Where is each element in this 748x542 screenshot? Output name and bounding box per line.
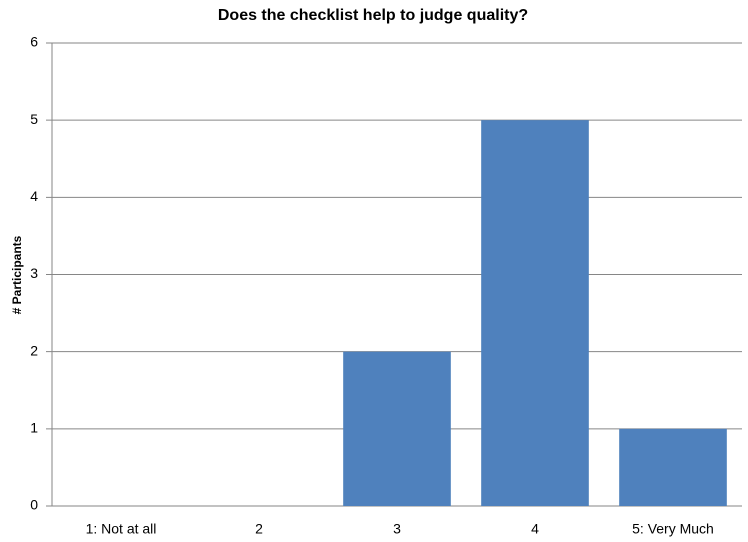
x-tick-label: 3: [393, 521, 401, 537]
y-axis-label: # Participants: [10, 235, 24, 314]
x-tick-label: 4: [531, 521, 539, 537]
y-tick-label: 2: [30, 342, 38, 358]
x-tick-label: 1: Not at all: [86, 521, 157, 537]
x-tick-label: 5: Very Much: [632, 521, 714, 537]
y-tick-label: 3: [30, 265, 38, 281]
x-tick-label: 2: [255, 521, 263, 537]
bar: [481, 120, 589, 507]
bar: [343, 351, 451, 506]
chart-title: Does the checklist help to judge quality…: [218, 7, 528, 24]
y-tick-label: 5: [30, 111, 38, 127]
y-tick-label: 6: [30, 34, 38, 50]
y-tick-label: 1: [30, 420, 38, 436]
y-tick-label: 0: [30, 497, 38, 513]
bar: [619, 428, 727, 506]
y-tick-label: 4: [30, 188, 38, 204]
